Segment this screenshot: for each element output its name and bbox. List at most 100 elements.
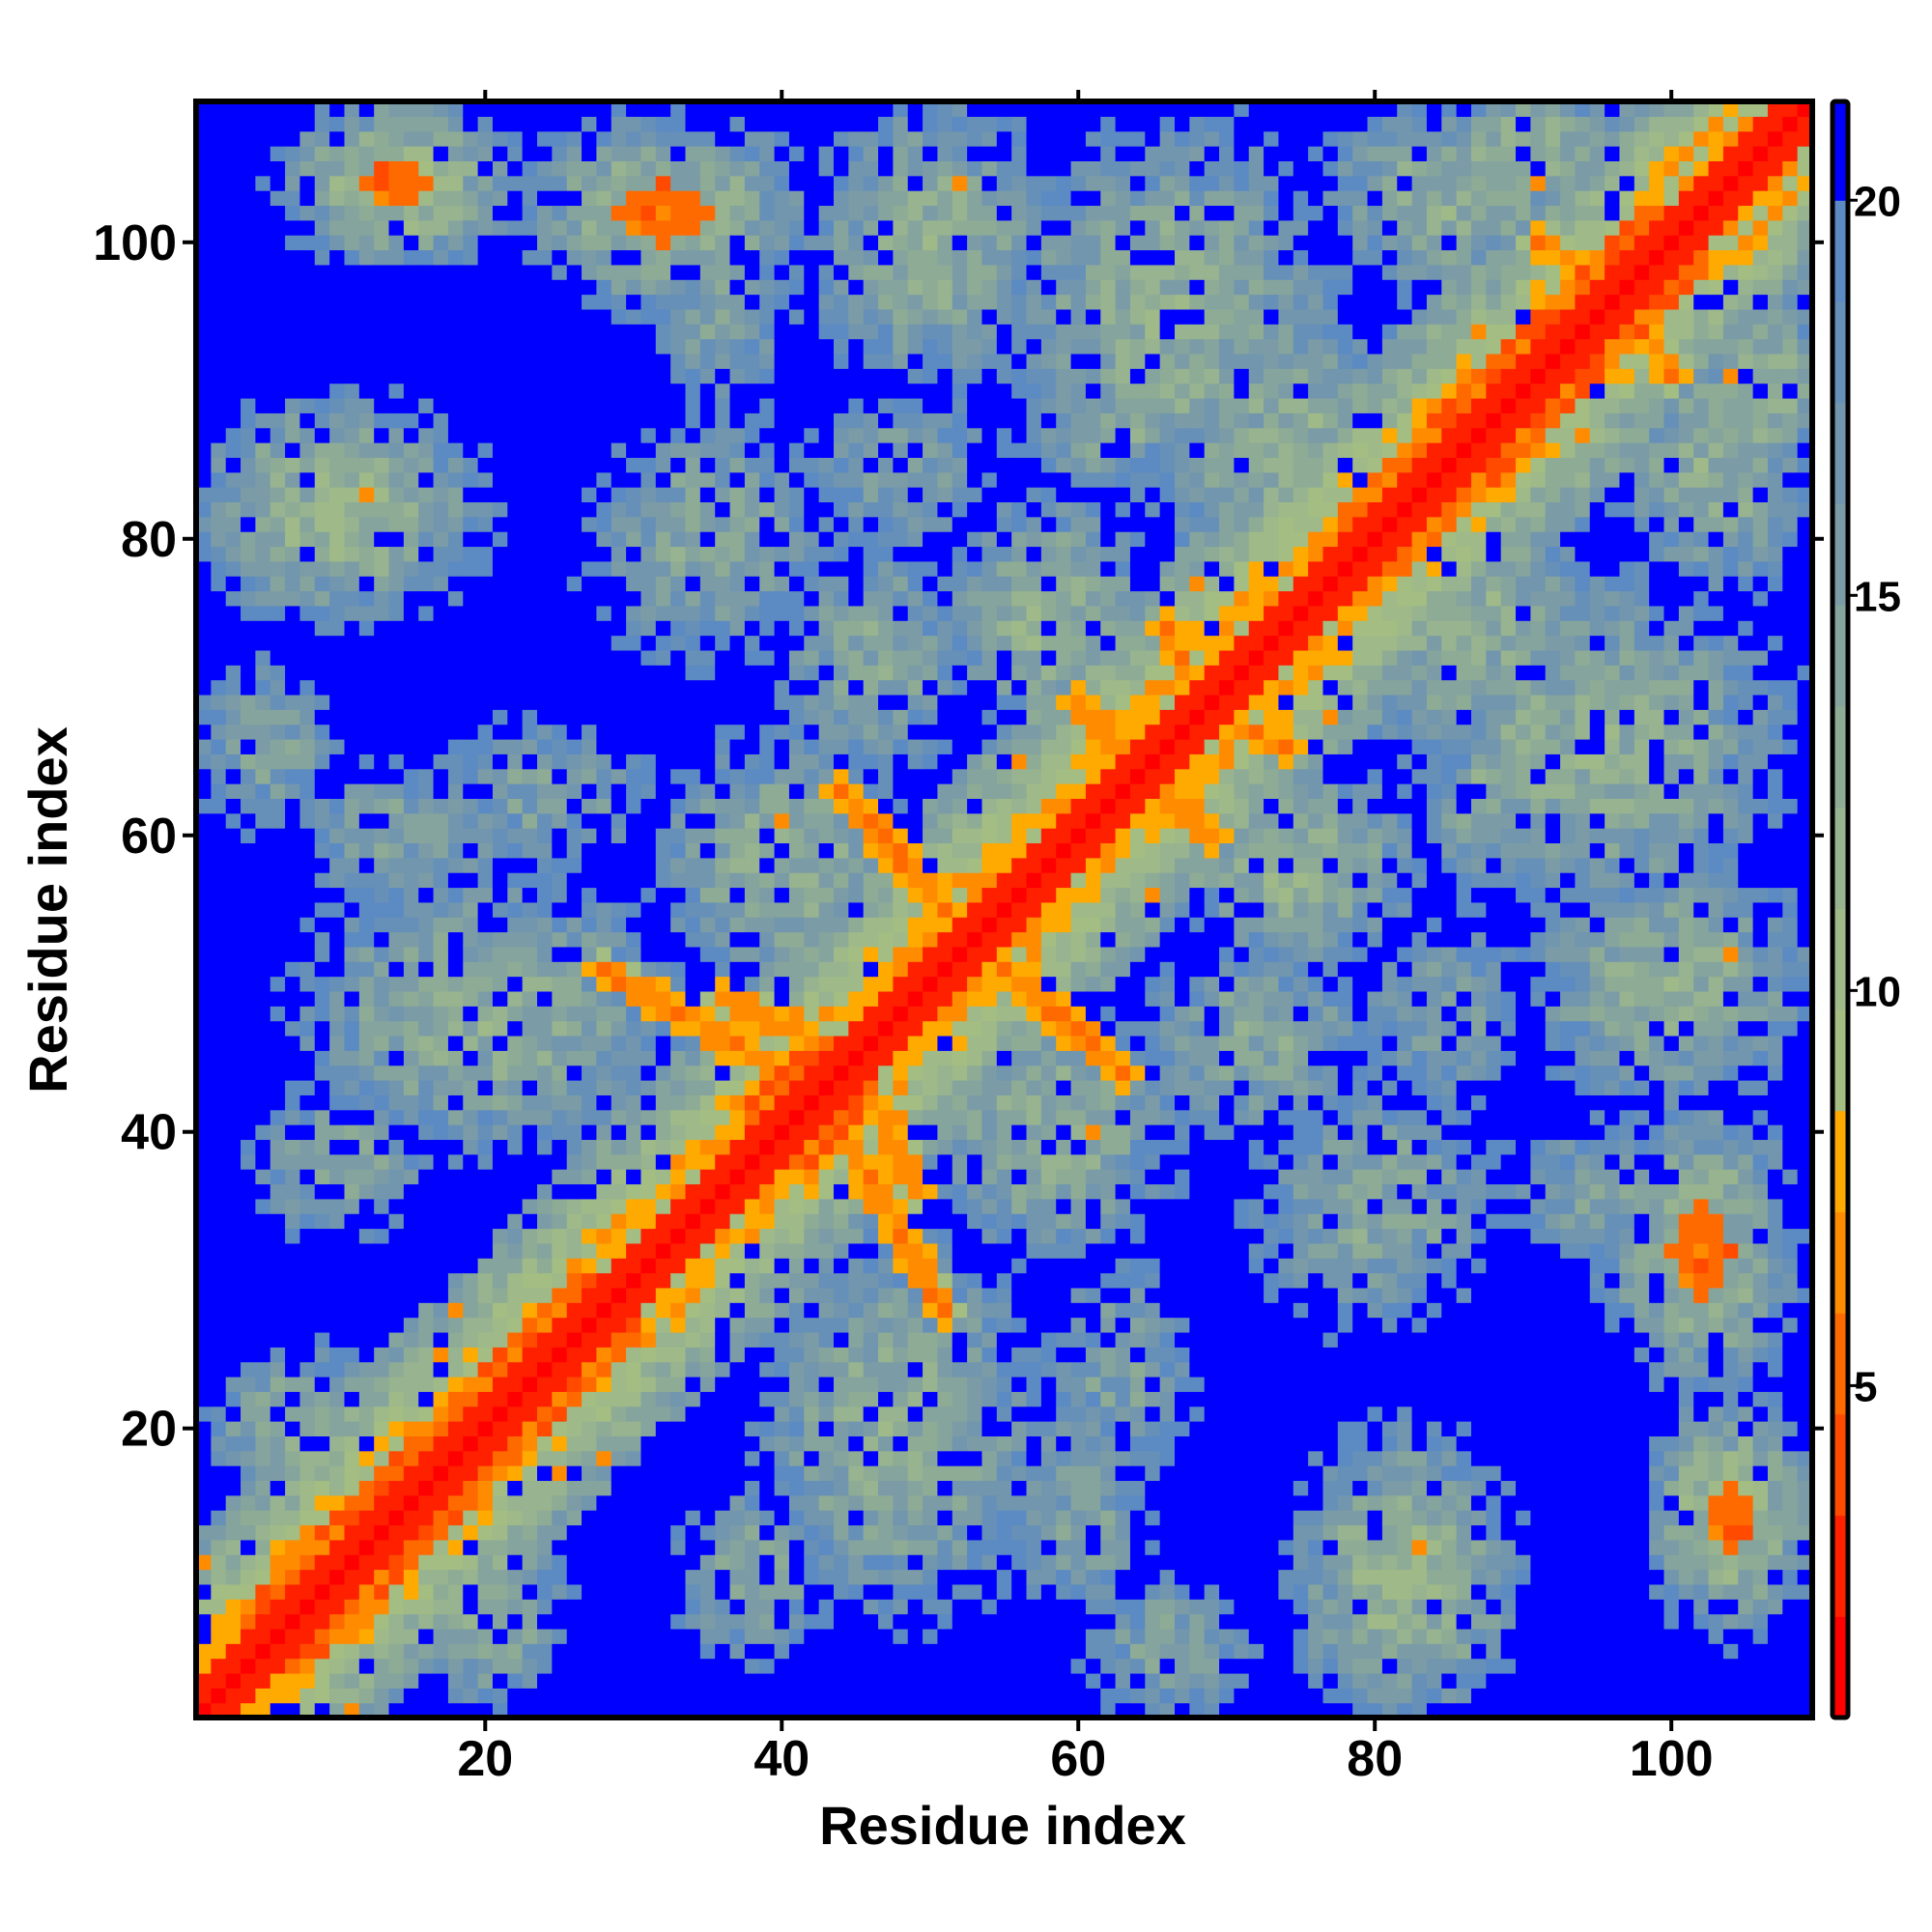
heatmap-cell [774,1347,790,1363]
heatmap-cell [729,1050,746,1066]
heatmap-cell [403,1198,419,1214]
heatmap-cell [626,279,642,296]
heatmap-cell [863,887,879,903]
heatmap-cell [477,1050,494,1066]
heatmap-cell [715,842,731,859]
heatmap-cell [299,1272,316,1289]
heatmap-cell [270,264,286,280]
heatmap-cell [640,1702,657,1719]
heatmap-cell [566,101,582,117]
heatmap-cell [729,1361,746,1378]
heatmap-cell [611,308,627,325]
heatmap-cell [344,1153,360,1170]
heatmap-cell [285,1524,301,1541]
heatmap-cell [314,635,330,651]
heatmap-cell [552,1391,568,1407]
heatmap-cell [818,976,835,992]
heatmap-cell [418,235,435,251]
heatmap-cell [818,1628,835,1644]
heatmap-cell [582,471,598,488]
heatmap-cell [833,1006,849,1022]
heatmap-cell [403,1065,419,1081]
heatmap-cell [463,649,479,666]
heatmap-cell [225,130,242,147]
heatmap-cell [447,901,464,918]
heatmap-cell [685,694,701,710]
heatmap-cell [388,620,405,637]
heatmap-cell [655,1421,671,1436]
heatmap-cell [225,397,242,413]
heatmap-cell [285,1465,301,1482]
heatmap-cell [537,872,553,889]
heatmap-cell [804,1213,820,1230]
heatmap-cell [447,1569,464,1585]
heatmap-cell [744,842,760,859]
heatmap-cell [804,1391,820,1407]
heatmap-cell [596,546,612,562]
heatmap-cell [626,1421,642,1436]
heatmap-cell [507,397,524,413]
heatmap-cell [507,842,524,859]
heatmap-cell [285,397,301,413]
heatmap-cell [388,412,405,429]
heatmap-cell [299,1169,316,1185]
heatmap-cell [788,709,805,725]
heatmap-cell [433,471,449,488]
heatmap-cell [418,1613,435,1630]
heatmap-cell [596,1228,612,1244]
heatmap-cell [388,160,405,177]
heatmap-cell [611,235,627,251]
heatmap-cell [374,1258,390,1274]
heatmap-cell [596,160,612,177]
heatmap-cell [374,190,390,207]
heatmap-cell [788,1613,805,1630]
heatmap-cell [833,590,849,607]
heatmap-cell [477,1569,494,1585]
heatmap-cell [403,649,419,666]
heatmap-cell [507,249,524,266]
heatmap-cell [507,412,524,429]
heatmap-cell [729,857,746,873]
heatmap-cell [759,1524,776,1541]
heatmap-cell [626,1643,642,1660]
heatmap-cell [818,516,835,532]
heatmap-cell [241,1213,256,1230]
heatmap-cell [433,961,449,978]
heatmap-cell [848,1599,865,1615]
heatmap-cell [685,1183,701,1200]
heatmap-cell [241,694,256,710]
heatmap-cell [670,1258,687,1274]
heatmap-cell [463,1421,479,1436]
heatmap-cell [804,620,820,637]
heatmap-cell [211,1139,227,1155]
heatmap-cell [374,976,390,992]
heatmap-cell [196,427,212,443]
heatmap-cell [507,961,524,978]
heatmap-cell [744,1331,760,1348]
heatmap-cell [433,783,449,799]
heatmap-cell [507,1599,524,1615]
heatmap-cell [299,649,316,666]
heatmap-cell [388,130,405,147]
heatmap-cell [314,427,330,443]
heatmap-cell [537,1109,553,1125]
heatmap-cell [255,1658,271,1674]
heatmap-cell [270,976,286,992]
heatmap-cell [640,842,657,859]
heatmap-cell [403,1391,419,1407]
heatmap-cell [255,887,271,903]
heatmap-cell [463,219,479,236]
heatmap-cell [596,798,612,814]
heatmap-cell [670,931,687,948]
heatmap-cell [611,1494,627,1511]
heatmap-cell [403,1153,419,1170]
heatmap-cell [196,1080,212,1095]
heatmap-cell [225,546,242,562]
heatmap-cell [804,160,820,177]
heatmap-cell [463,501,479,518]
heatmap-cell [225,101,242,117]
heatmap-cell [596,190,612,207]
heatmap-cell [314,783,330,799]
heatmap-cell [640,1510,657,1526]
heatmap-cell [225,1613,242,1630]
